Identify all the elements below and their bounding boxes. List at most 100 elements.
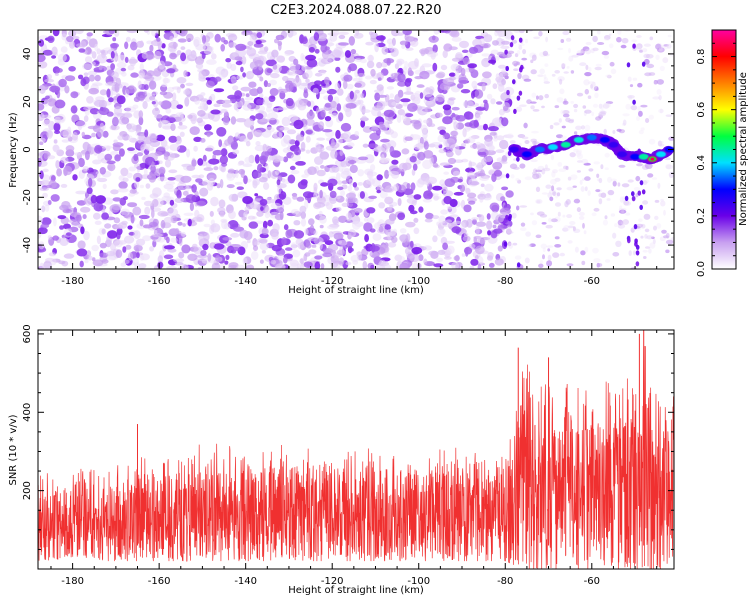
spectral-noise-blob [156,37,161,42]
spectral-noise-blob [283,224,289,231]
spectral-sparse-blob [560,109,565,115]
spectral-noise-blob [242,103,252,111]
spectral-noise-blob [42,192,48,198]
spectral-noise-blob [254,154,260,164]
spectral-sparse-blob [529,243,536,247]
spectral-noise-blob [52,235,59,241]
spectral-noise-blob [235,264,246,269]
spectral-sparse-blob [570,100,574,104]
spectral-noise-blob [139,40,144,48]
spectral-noise-blob [460,143,467,148]
spectral-noise-blob [151,91,158,96]
spectral-sparse-blob [665,232,670,239]
spectral-noise-blob [340,160,349,168]
spectral-noise-blob [432,162,439,168]
spectral-noise-blob [145,54,155,60]
spectral-noise-blob [126,85,137,94]
spectral-sparse-blob [614,223,618,228]
spectral-sparse-blob [521,57,528,61]
spectral-noise-blob [244,206,250,212]
spectral-noise-blob [88,87,99,95]
spectral-sparse-blob [663,209,666,216]
spectrogram-y-axis-label: Frequency (Hz) [8,112,19,188]
spectral-noise-blob [95,96,105,102]
spectral-noise-blob [75,190,87,195]
spectral-noise-blob [174,197,184,203]
spectral-noise-blob [266,106,272,113]
spectral-sparse-blob [645,118,650,123]
spectral-noise-blob [301,174,309,179]
spectral-noise-blob [475,163,483,171]
spectral-noise-blob [70,105,78,114]
spectral-noise-blob [183,89,191,95]
spectral-noise-blob [443,196,453,205]
spectral-noise-blob [333,232,344,240]
spectral-noise-blob [160,100,172,110]
spectral-sparse-blob [622,219,629,225]
spectral-noise-blob [72,174,78,181]
spectral-noise-blob [94,220,102,225]
spectral-sparse-blob [592,47,599,52]
spectral-sparse-blob [622,122,626,126]
spectral-noise-blob [204,124,212,131]
spectral-sparse-blob [557,162,563,167]
spectral-noise-blob [334,82,340,91]
spectral-sparse-blob [565,37,572,42]
snr-trace [38,330,674,569]
spectral-noise-blob [61,33,67,41]
spectral-noise-blob [127,147,135,152]
spectral-noise-blob [327,94,333,103]
spectral-noise-blob [285,229,293,239]
spectral-noise-blob [270,72,280,79]
spectral-noise-blob [369,54,373,62]
spectral-noise-blob [215,255,221,262]
spectral-sparse-blob [585,64,589,71]
spectral-noise-blob [54,130,61,135]
spectral-sparse-blob [593,258,601,263]
spectral-noise-blob [125,244,132,250]
spectral-sparse-blob [660,200,666,207]
spectral-noise-blob [68,219,79,224]
spectral-noise-blob [64,85,70,94]
spectral-sparse-blob [610,68,617,75]
spectral-noise-blob [143,30,150,33]
spectral-sparse-blob [662,57,669,64]
spectral-noise-blob [432,185,443,191]
spectral-edge-blob [505,65,510,72]
spectral-noise-blob [202,243,209,251]
spectral-sparse-blob [608,43,614,49]
spectral-noise-blob [360,109,371,113]
spectral-noise-blob [343,131,352,138]
spectral-noise-blob [70,91,79,99]
spectral-noise-blob [250,72,255,77]
spectral-noise-blob [314,48,320,54]
spectral-noise-blob [198,233,204,243]
spectral-noise-blob [343,74,353,82]
spectral-sparse-blob [573,198,581,204]
spectral-noise-blob [169,232,176,237]
spectral-sparse-blob [642,180,648,185]
spectral-sparse-blob [583,79,590,86]
spectral-noise-blob [262,143,268,153]
y-tick-label: -40 [22,237,33,253]
x-tick-label: -60 [584,576,600,587]
spectral-noise-blob [187,114,193,119]
spectral-noise-blob [293,77,302,87]
spectral-sparse-blob [520,222,526,227]
spectral-sparse-blob [580,48,585,55]
spectral-noise-blob [354,58,362,63]
spectral-noise-blob [88,74,95,82]
spectral-noise-blob [191,184,197,193]
spectral-noise-blob [399,228,407,234]
spectral-noise-blob [102,130,109,138]
spectral-noise-blob [271,244,282,252]
spectral-noise-blob [362,143,369,148]
spectral-sparse-blob [544,164,548,170]
spectral-noise-blob [405,221,416,228]
spectral-noise-blob [110,150,119,156]
spectral-noise-blob [474,89,484,99]
spectral-noise-blob [290,242,297,251]
spectral-noise-blob [168,41,179,49]
spectral-sparse-blob [554,70,560,74]
spectral-noise-blob [43,99,49,107]
